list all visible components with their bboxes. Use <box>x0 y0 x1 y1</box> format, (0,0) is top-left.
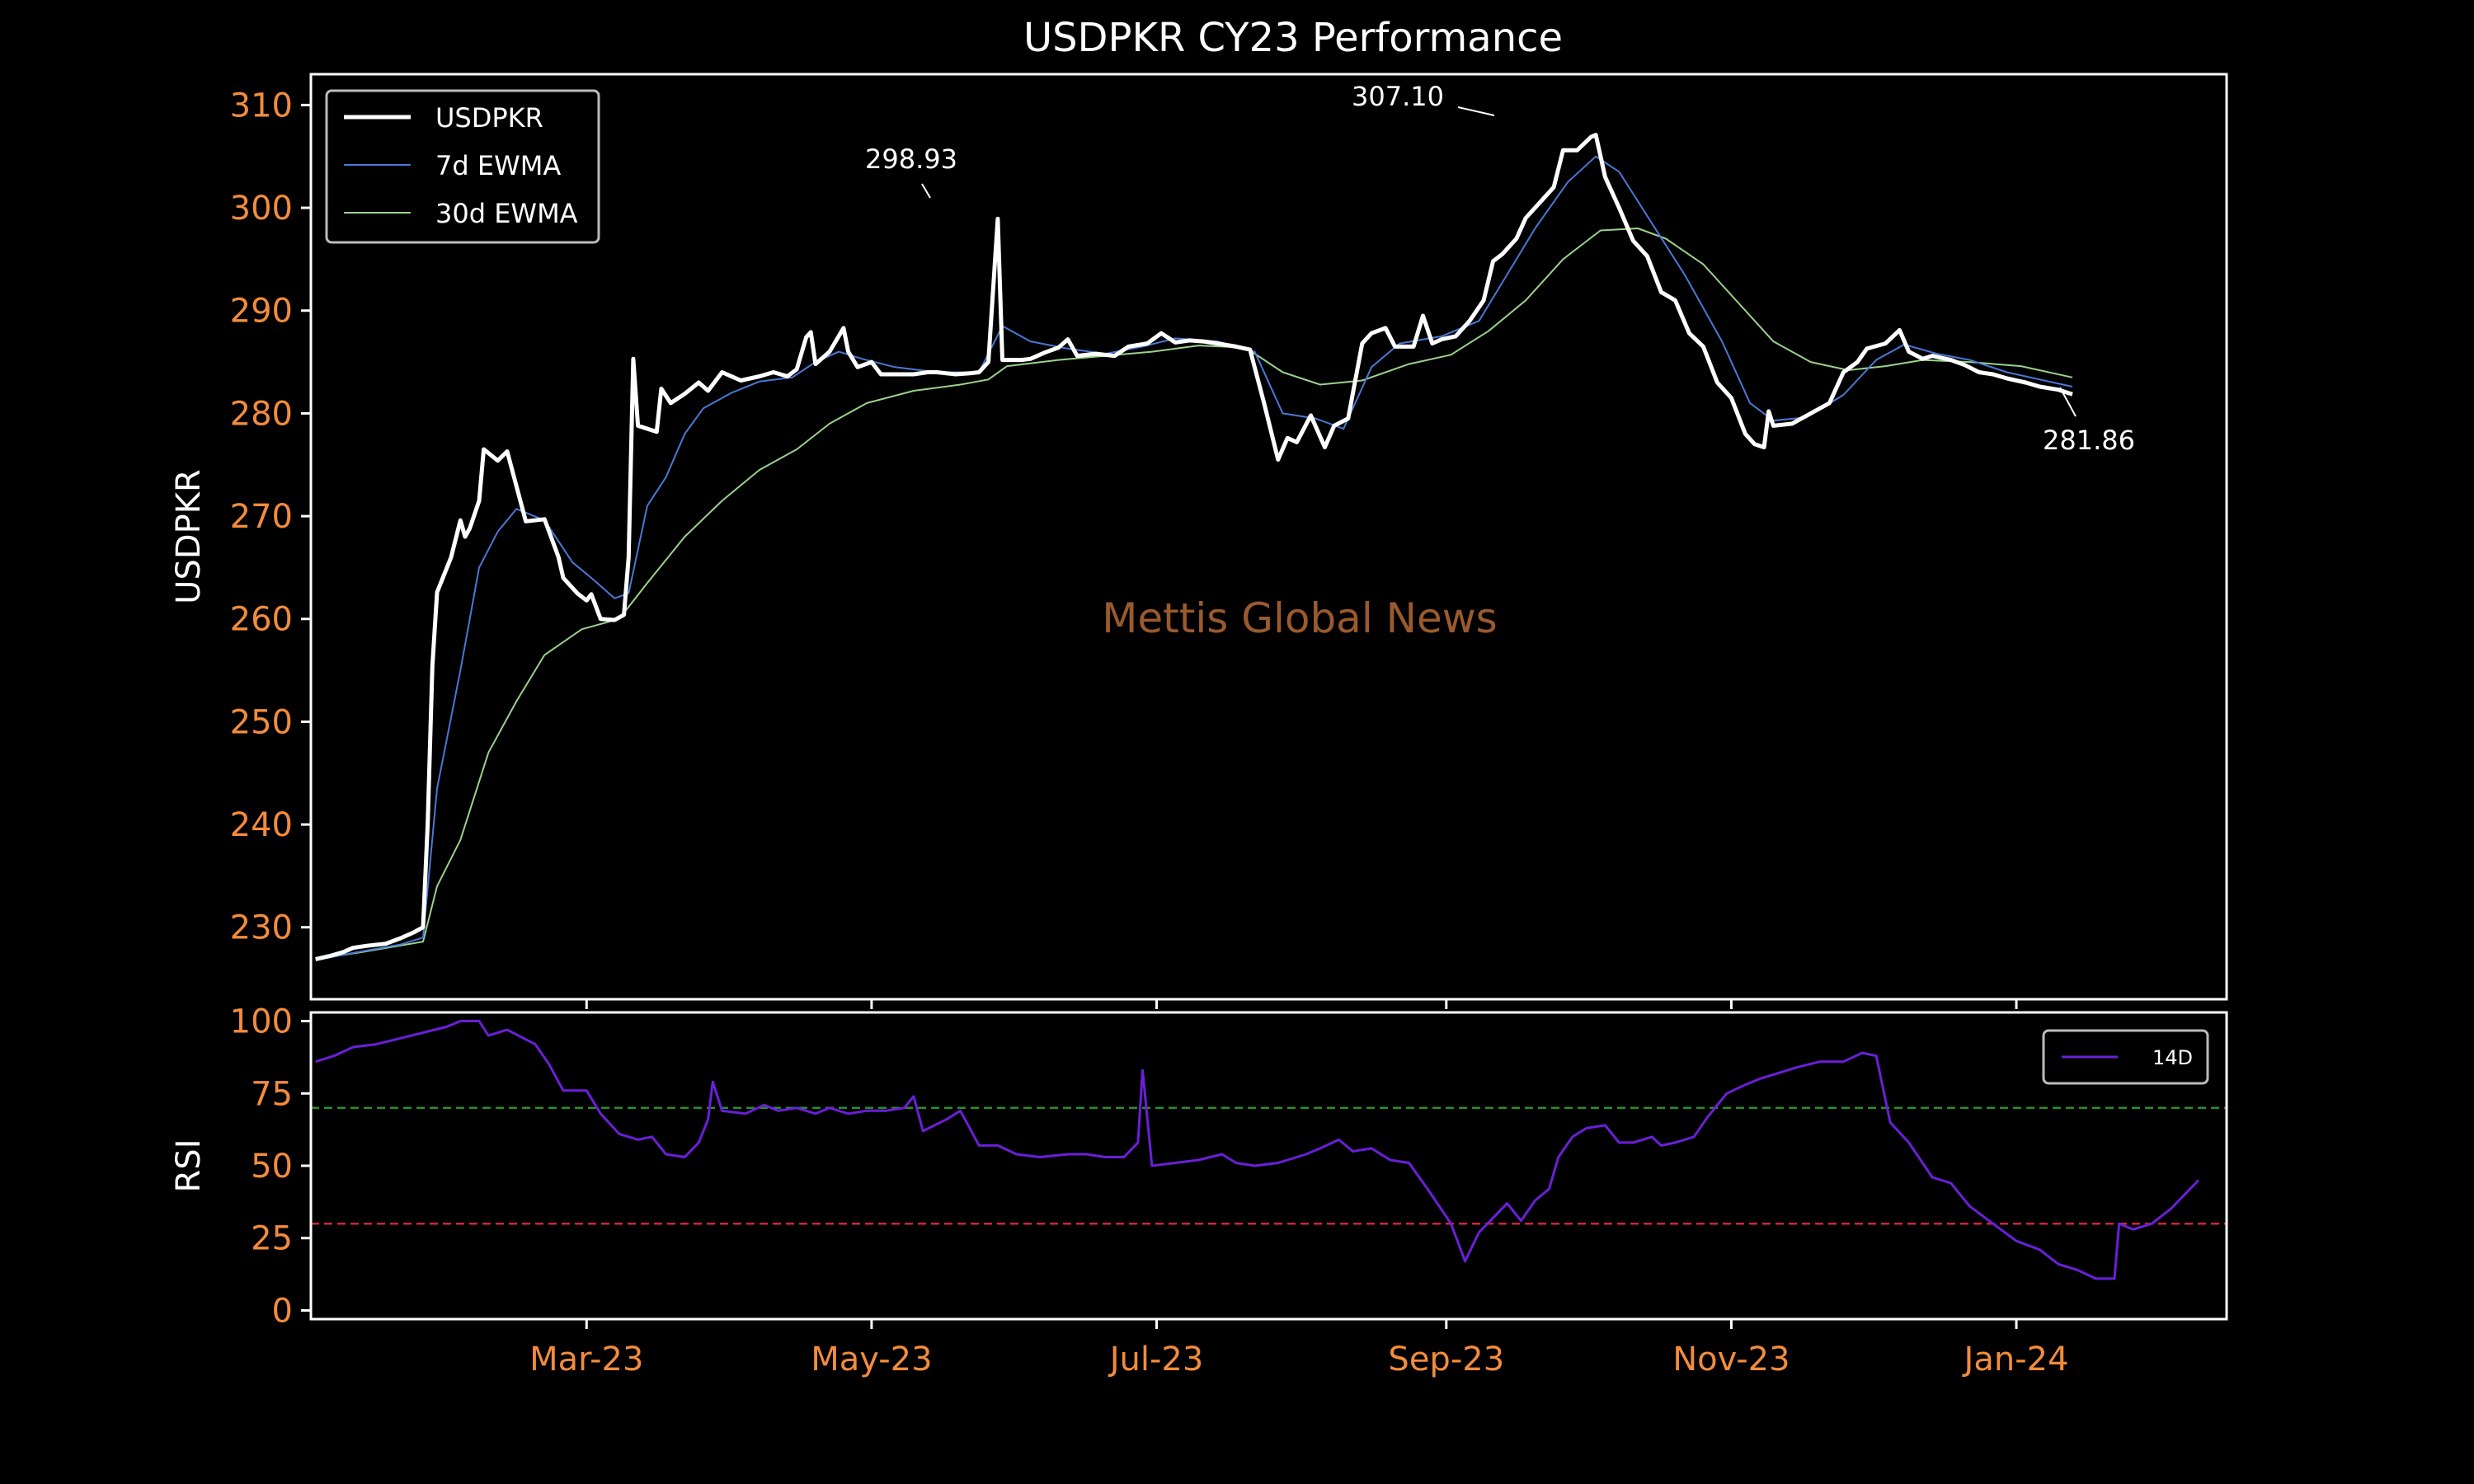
annotation-leader <box>1457 106 1495 116</box>
rsi-y-tick-label: 25 <box>251 1220 293 1258</box>
x-tick-label: Mar-23 <box>529 1341 643 1378</box>
rsi-y-ticks: 0 25 50 75 100 <box>230 1003 311 1330</box>
rsi-legend: 14D <box>2042 1029 2209 1085</box>
price-legend: USDPKR 7d EWMA 30d EWMA <box>325 89 600 244</box>
annotation-label: 281.86 <box>2043 425 2135 456</box>
rsi-14d-line <box>315 1020 2200 1280</box>
price-y-tick-label: 280 <box>230 395 293 433</box>
price-y-ticks: 230 240 250 260 270 280 290 300 310 <box>230 87 311 947</box>
x-tick-label: Jul-23 <box>1108 1341 1204 1378</box>
watermark-text: Mettis Global News <box>1102 594 1497 642</box>
annotation-leader <box>2059 387 2077 417</box>
annotation-label: 307.10 <box>1352 81 1444 112</box>
rsi-series-group <box>315 1020 2200 1280</box>
price-y-tick-label: 310 <box>230 87 293 124</box>
x-tick-label: May-23 <box>811 1341 932 1378</box>
price-y-tick-label: 250 <box>230 703 293 741</box>
price-axes: Mettis Global News 230 240 250 260 270 280 290… <box>170 73 2228 1009</box>
legend-14d-label: 14D <box>2152 1046 2193 1069</box>
legend-usdpkr-label: USDPKR <box>435 102 543 134</box>
price-y-tick-label: 290 <box>230 293 293 331</box>
price-legend-box <box>325 89 600 244</box>
price-y-tick-label: 260 <box>230 601 293 639</box>
rsi-y-tick-label: 0 <box>272 1292 293 1330</box>
annotation-leader <box>921 183 931 199</box>
rsi-y-tick-label: 100 <box>230 1003 293 1041</box>
ewma-30d-line <box>315 228 2073 960</box>
rsi-legend-box <box>2042 1029 2209 1085</box>
rsi-y-tick-label: 50 <box>251 1148 293 1186</box>
price-axes-frame <box>309 73 2228 1001</box>
price-series-group <box>315 133 2073 961</box>
price-y-tick-label: 230 <box>230 909 293 947</box>
price-y-tick-label: 300 <box>230 190 293 228</box>
rsi-reference-lines <box>311 1106 2227 1225</box>
rsi-x-ticks: Mar-23 May-23 Jul-23 Sep-23 Nov-23 Jan-24 <box>529 1319 2069 1378</box>
price-x-ticks <box>585 999 2018 1009</box>
chart-title: USDPKR CY23 Performance <box>1023 15 1563 61</box>
x-tick-label: Jan-24 <box>1962 1341 2069 1378</box>
x-tick-label: Sep-23 <box>1388 1341 1504 1378</box>
price-y-tick-label: 270 <box>230 498 293 536</box>
annotation-label: 298.93 <box>865 143 957 175</box>
legend-30d-ewma-label: 30d EWMA <box>435 198 578 229</box>
rsi-axes-frame <box>309 1011 2228 1321</box>
legend-7d-ewma-label: 7d EWMA <box>435 150 561 181</box>
rsi-axes: 0 25 50 75 100 Mar-23 May-23 Jul-23 Sep-23 Nov-2… <box>170 1003 2228 1378</box>
price-annotations: 298.93 307.10 281.86 <box>865 81 2135 456</box>
usdpkr-line <box>315 133 2073 961</box>
price-y-label: USDPKR <box>170 469 208 604</box>
price-y-tick-label: 240 <box>230 806 293 844</box>
rsi-y-label: RSI <box>170 1139 208 1193</box>
rsi-y-tick-label: 75 <box>251 1075 293 1113</box>
x-tick-label: Nov-23 <box>1672 1341 1790 1378</box>
